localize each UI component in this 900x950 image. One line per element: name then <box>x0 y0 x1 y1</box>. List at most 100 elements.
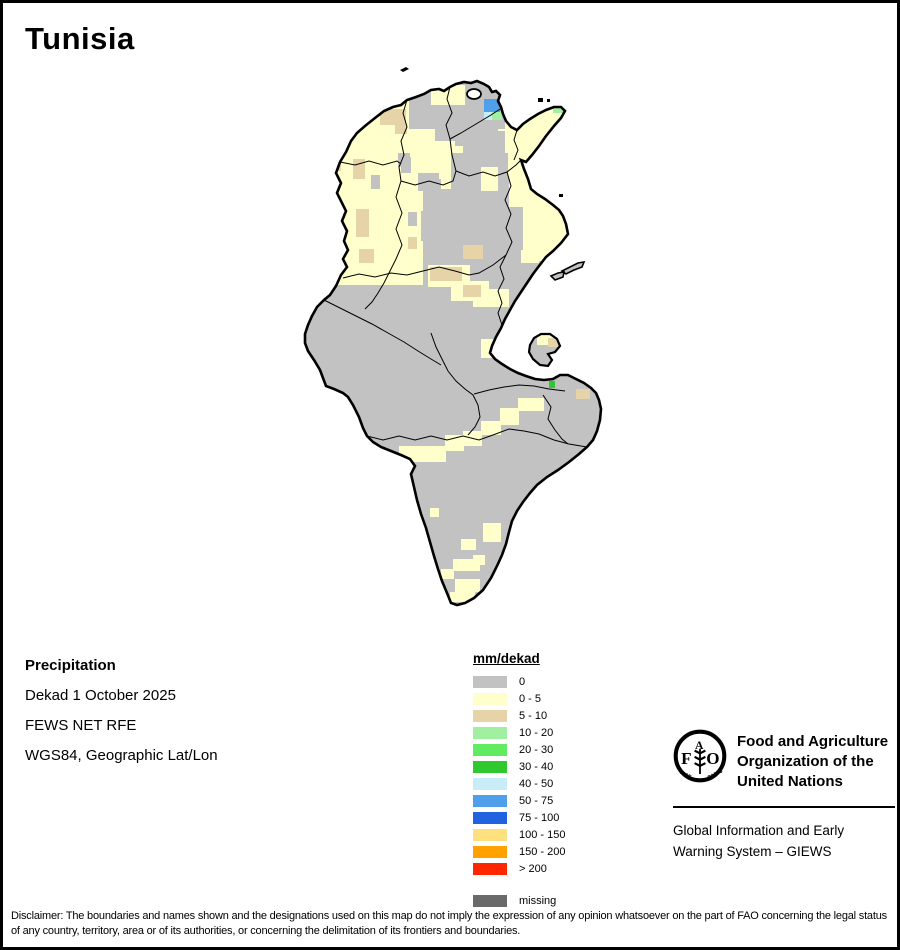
svg-text:F: F <box>681 749 691 768</box>
legend-swatch <box>473 675 507 688</box>
legend-row: 30 - 40 <box>473 758 565 775</box>
tunisia-map <box>303 67 603 607</box>
fao-logo-icon: F A O FIAT PANIS <box>673 729 727 783</box>
legend-label: 50 - 75 <box>519 794 554 807</box>
country-outline <box>303 79 603 607</box>
raster-cell <box>548 338 560 347</box>
svg-text:O: O <box>706 749 719 768</box>
raster-cell <box>455 579 480 592</box>
fao-org-name: Food and Agriculture Organization of the… <box>737 733 889 790</box>
fao-block: F A O FIAT PANIS Food and Agriculture Or… <box>673 729 895 862</box>
info-source: FEWS NET RFE <box>25 717 137 734</box>
giews-label: Global Information and Early Warning Sys… <box>673 823 845 859</box>
legend-label: 0 <box>519 675 526 688</box>
raster-cells <box>331 81 590 602</box>
legend-label: 5 - 10 <box>519 709 548 722</box>
legend-label: 20 - 30 <box>519 743 554 756</box>
legend-row: missing <box>473 892 565 909</box>
raster-cell <box>441 569 454 579</box>
raster-cell <box>500 408 519 425</box>
legend-swatch <box>473 828 507 841</box>
legend-row: 150 - 200 <box>473 843 565 860</box>
small-islands <box>400 67 563 197</box>
legend-swatch <box>473 760 507 773</box>
raster-cell <box>484 112 492 120</box>
raster-cell <box>421 211 439 241</box>
raster-cell <box>463 245 483 259</box>
legend-label: 30 - 40 <box>519 760 554 773</box>
legend-title: mm/dekad <box>473 651 540 666</box>
legend-swatch <box>473 709 507 722</box>
admin-boundaries <box>323 86 588 448</box>
legend-row: 5 - 10 <box>473 707 565 724</box>
legend-swatch <box>473 743 507 756</box>
kerkennah-island-west <box>551 272 564 280</box>
legend-entries: 0 0 - 5 5 - 10 10 - 20 20 - 30 30 - 40 40 - 50… <box>473 673 565 909</box>
info-dekad: Dekad 1 October 2025 <box>25 687 176 704</box>
legend: mm/dekad 0 0 - 5 5 - 10 10 - 20 20 - 30 30 - … <box>473 651 565 909</box>
wheat-grains <box>694 749 706 767</box>
raster-cell <box>537 334 556 345</box>
legend-label: 40 - 50 <box>519 777 554 790</box>
raster-cell <box>549 381 555 388</box>
raster-cell <box>518 398 544 411</box>
raster-cell <box>481 167 498 191</box>
page-title: Tunisia <box>25 21 135 56</box>
legend-row: 40 - 50 <box>473 775 565 792</box>
raster-cell <box>461 539 476 550</box>
legend-row: 50 - 75 <box>473 792 565 809</box>
legend-label: 150 - 200 <box>519 845 566 858</box>
kerkennah-island-east <box>562 262 584 274</box>
legend-swatch <box>473 726 507 739</box>
legend-row: > 200 <box>473 860 565 877</box>
raster-cell <box>521 250 539 263</box>
lake-bizerte <box>466 88 482 100</box>
raster-cell <box>576 389 590 399</box>
legend-row: 0 - 5 <box>473 690 565 707</box>
raster-cell <box>401 157 411 173</box>
raster-cell <box>380 109 406 125</box>
raster-cell <box>481 421 501 435</box>
raster-cell <box>356 209 369 237</box>
legend-label: 0 - 5 <box>519 692 542 705</box>
info-projection: WGS84, Geographic Lat/Lon <box>25 747 218 764</box>
legend-row: 0 <box>473 673 565 690</box>
legend-label: 10 - 20 <box>519 726 554 739</box>
legend-swatch <box>473 811 507 824</box>
raster-cell <box>445 435 464 451</box>
raster-cell <box>463 285 481 297</box>
raster-cell <box>484 99 500 112</box>
raster-cell <box>408 237 417 249</box>
svg-text:FIAT: FIAT <box>679 770 693 781</box>
legend-swatch <box>473 845 507 858</box>
legend-swatch <box>473 692 507 705</box>
raster-cell <box>359 249 374 263</box>
legend-label: 100 - 150 <box>519 828 566 841</box>
raster-cell <box>463 131 505 155</box>
raster-cell <box>473 555 485 565</box>
fao-divider <box>673 806 895 808</box>
raster-cell <box>371 175 380 189</box>
raster-cell <box>473 289 509 307</box>
map-info-block: Precipitation Dekad 1 October 2025 FEWS … <box>25 655 218 775</box>
raster-cell <box>553 104 564 113</box>
raster-cell <box>450 592 475 602</box>
raster-cell <box>395 123 407 134</box>
legend-swatch <box>473 777 507 790</box>
legend-row: 75 - 100 <box>473 809 565 826</box>
legend-label: 75 - 100 <box>519 811 560 824</box>
legend-row: 100 - 150 <box>473 826 565 843</box>
raster-cell <box>483 523 501 542</box>
raster-cell <box>408 212 417 226</box>
raster-cell <box>430 508 439 517</box>
disclaimer-text: Disclaimer: The boundaries and names sho… <box>11 910 887 937</box>
raster-cell <box>492 112 502 120</box>
svg-text:A: A <box>695 739 704 752</box>
raster-cell <box>493 207 523 261</box>
legend-label: > 200 <box>519 862 547 875</box>
legend-label: missing <box>519 894 557 907</box>
raster-cell <box>353 159 365 179</box>
legend-swatch <box>473 794 507 807</box>
info-heading: Precipitation <box>25 657 116 674</box>
